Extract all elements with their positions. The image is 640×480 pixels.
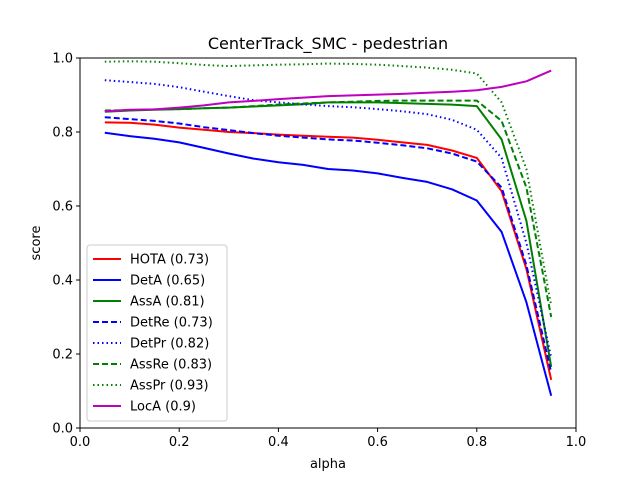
series-line-5 — [104, 99, 553, 318]
legend-label: DetPr (0.82) — [130, 337, 209, 352]
x-tick-label: 1.0 — [566, 435, 587, 450]
y-tick-label: 1.0 — [52, 52, 73, 67]
x-tick-label: 0.4 — [268, 435, 289, 450]
x-axis-label: alpha — [310, 457, 346, 472]
x-tick-label: 0.0 — [70, 435, 91, 450]
chart-title: CenterTrack_SMC - pedestrian — [208, 34, 448, 54]
series-line-7 — [104, 69, 552, 113]
y-axis: 0.0 0.2 0.4 0.6 0.8 1.0 — [52, 52, 80, 437]
x-tick-label: 0.8 — [466, 435, 487, 450]
plot-area-frame — [79, 57, 577, 429]
y-tick-label: 0.2 — [52, 348, 73, 363]
y-tick-label: 0.6 — [52, 200, 73, 215]
legend: HOTA (0.73) DetA (0.65) AssA (0.81) DetRe (… — [86, 244, 228, 422]
series-lines — [104, 60, 553, 397]
series-line-1 — [104, 131, 553, 397]
legend-label: LocA (0.9) — [130, 400, 196, 415]
y-tick-label: 0.4 — [52, 274, 73, 289]
y-axis-label: score — [29, 226, 44, 261]
x-axis: 0.0 0.2 0.4 0.6 0.8 1.0 — [70, 428, 587, 450]
legend-box — [86, 244, 228, 422]
legend-label: DetA (0.65) — [130, 274, 205, 289]
series-line-0 — [104, 121, 553, 381]
legend-label: DetRe (0.73) — [130, 316, 213, 331]
legend-label: AssPr (0.93) — [130, 379, 209, 394]
x-tick-label: 0.6 — [367, 435, 388, 450]
legend-label: HOTA (0.73) — [130, 253, 209, 268]
series-line-3 — [104, 116, 553, 373]
legend-label: AssA (0.81) — [130, 295, 205, 310]
y-tick-label: 0.8 — [52, 126, 73, 141]
y-tick-label: 0.0 — [52, 422, 73, 437]
x-tick-label: 0.2 — [169, 435, 190, 450]
legend-label: AssRe (0.83) — [130, 358, 212, 373]
